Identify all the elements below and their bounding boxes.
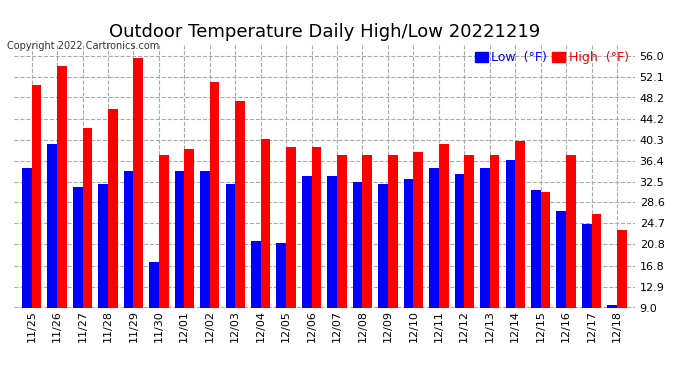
Bar bbox=[413, 152, 423, 356]
Bar bbox=[429, 168, 439, 356]
Bar bbox=[541, 192, 551, 356]
Bar bbox=[22, 168, 32, 356]
Bar bbox=[124, 171, 133, 356]
Bar bbox=[83, 128, 92, 356]
Bar bbox=[302, 176, 312, 356]
Bar bbox=[556, 211, 566, 356]
Bar bbox=[108, 109, 117, 356]
Bar bbox=[455, 174, 464, 356]
Bar bbox=[353, 182, 362, 356]
Bar bbox=[515, 141, 525, 356]
Bar bbox=[378, 184, 388, 356]
Bar bbox=[149, 262, 159, 356]
Title: Outdoor Temperature Daily High/Low 20221219: Outdoor Temperature Daily High/Low 20221… bbox=[109, 22, 540, 40]
Bar bbox=[531, 190, 541, 356]
Text: Copyright 2022 Cartronics.com: Copyright 2022 Cartronics.com bbox=[7, 41, 159, 51]
Bar bbox=[591, 214, 601, 356]
Bar bbox=[261, 139, 270, 356]
Bar bbox=[210, 82, 219, 356]
Bar bbox=[327, 176, 337, 356]
Bar bbox=[286, 147, 296, 356]
Bar bbox=[337, 155, 346, 356]
Bar bbox=[490, 155, 500, 356]
Bar bbox=[480, 168, 490, 356]
Bar bbox=[404, 179, 413, 356]
Bar bbox=[388, 155, 397, 356]
Bar bbox=[57, 66, 67, 356]
Bar bbox=[464, 155, 474, 356]
Bar bbox=[251, 240, 261, 356]
Bar bbox=[159, 155, 168, 356]
Bar bbox=[312, 147, 322, 356]
Bar bbox=[235, 101, 245, 356]
Bar bbox=[73, 187, 83, 356]
Bar bbox=[506, 160, 515, 356]
Bar bbox=[32, 85, 41, 356]
Bar bbox=[607, 305, 617, 356]
Bar bbox=[184, 150, 194, 356]
Bar bbox=[226, 184, 235, 356]
Bar bbox=[566, 155, 575, 356]
Legend: Low  (°F), High  (°F): Low (°F), High (°F) bbox=[475, 51, 629, 64]
Bar bbox=[133, 58, 143, 356]
Bar bbox=[362, 155, 372, 356]
Bar bbox=[439, 144, 449, 356]
Bar bbox=[98, 184, 108, 356]
Bar bbox=[277, 243, 286, 356]
Bar bbox=[582, 225, 591, 356]
Bar bbox=[617, 230, 627, 356]
Bar bbox=[200, 171, 210, 356]
Bar bbox=[48, 144, 57, 356]
Bar bbox=[175, 171, 184, 356]
